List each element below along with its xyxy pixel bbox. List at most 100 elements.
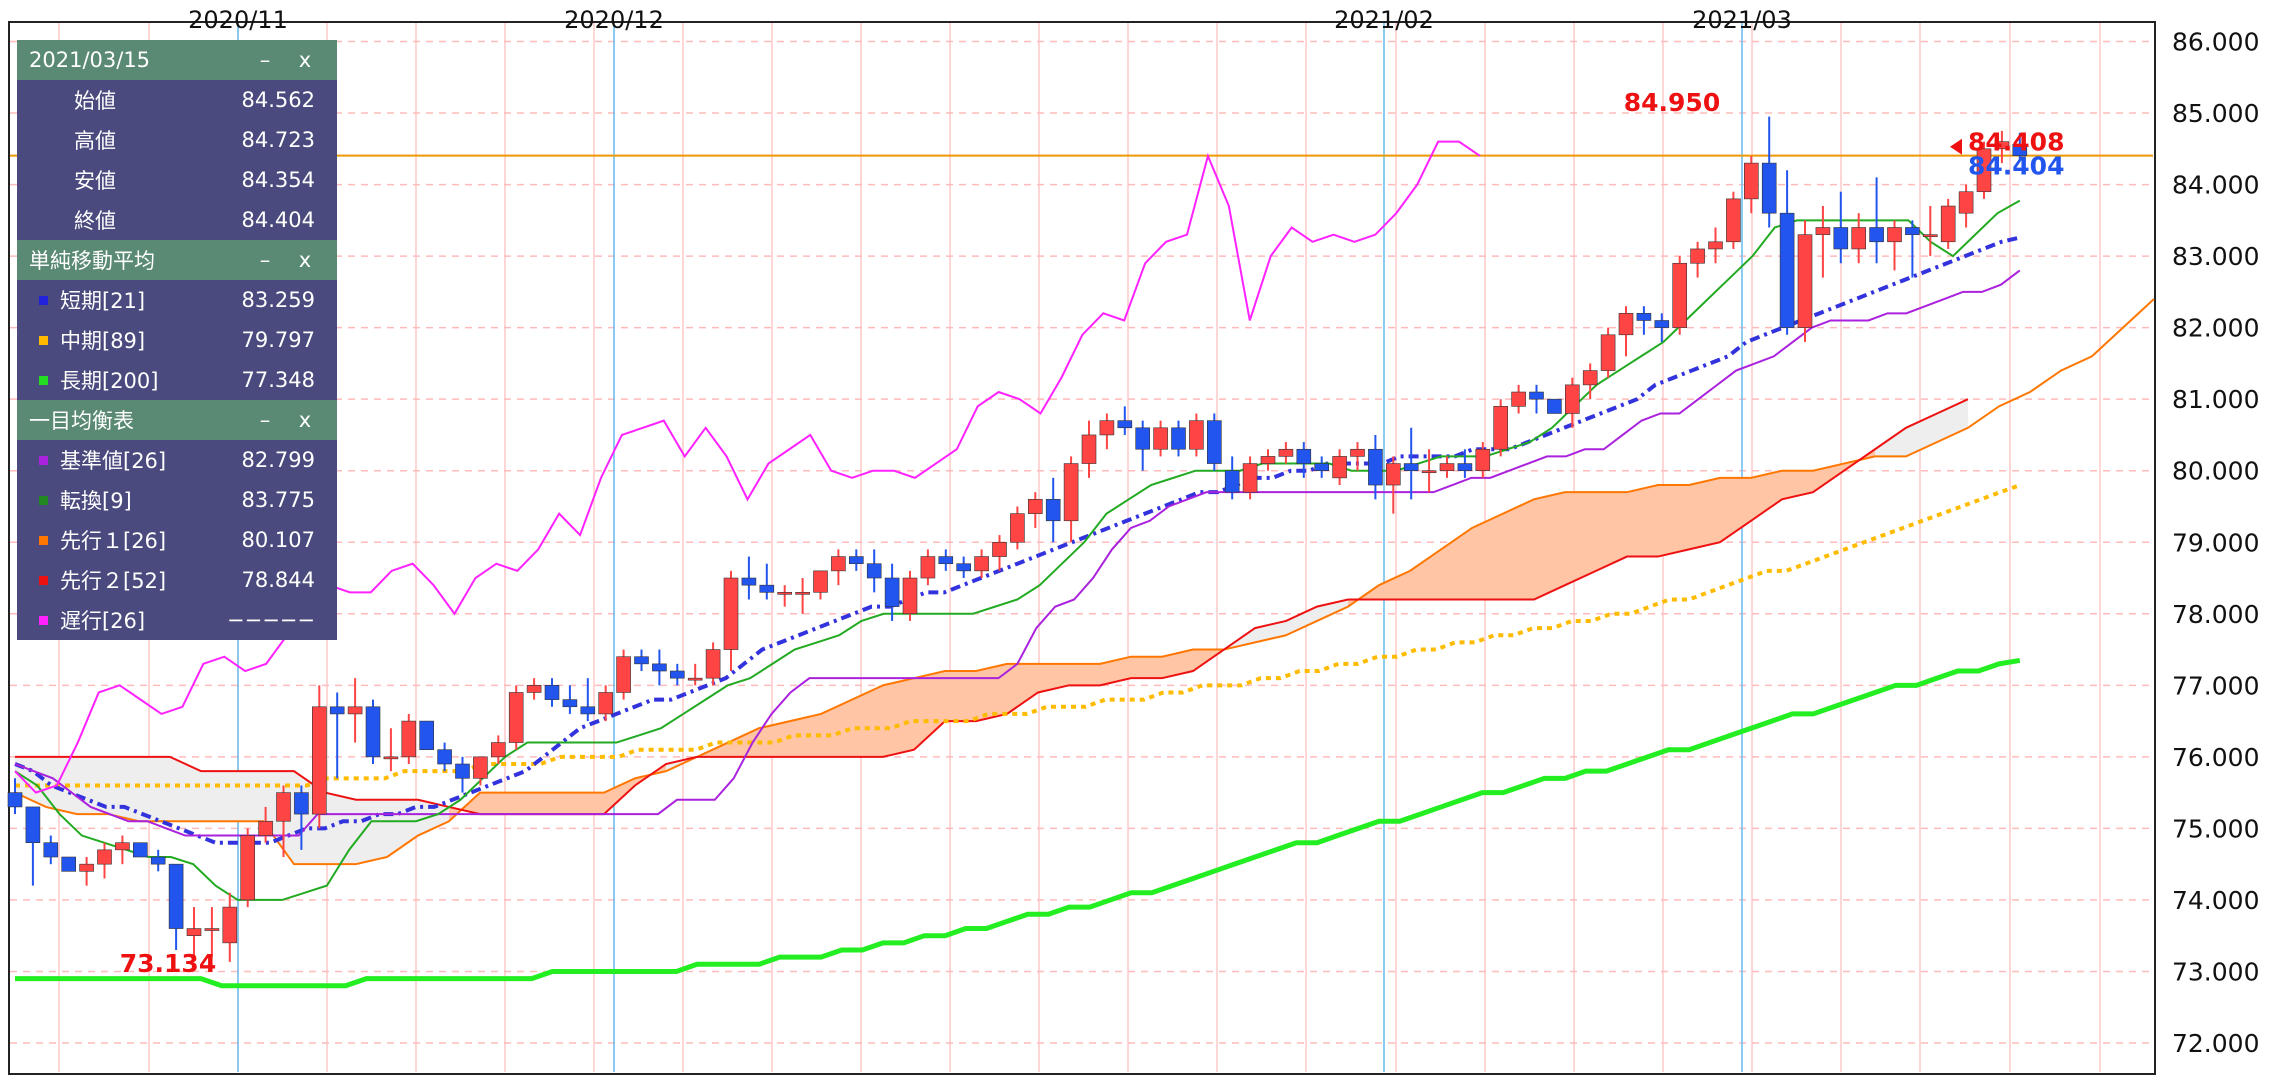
y-tick-label: 77.000	[2172, 671, 2259, 700]
cloud-segment	[1565, 492, 1596, 586]
ohlc-row: 始値 84.562	[17, 80, 337, 120]
candle-body	[115, 842, 130, 851]
candle-body	[1475, 448, 1491, 472]
y-tick-label: 74.000	[2172, 886, 2259, 915]
legend-swatch	[39, 495, 48, 505]
candle-body	[311, 706, 327, 815]
candle-body	[1332, 456, 1347, 479]
x-tick-label: 2021/02	[1334, 6, 1434, 34]
ichimoku-value: −−−−−	[227, 608, 315, 632]
legend-swatch	[39, 535, 48, 545]
candle-body	[1493, 406, 1508, 450]
ohlc-value: 84.723	[241, 128, 315, 152]
candle-body	[1690, 248, 1705, 264]
close-button[interactable]: x	[298, 48, 312, 72]
y-tick-label: 78.000	[2172, 600, 2259, 629]
candle-body	[974, 556, 989, 572]
cloud-segment	[139, 756, 170, 822]
candle-body	[526, 685, 542, 693]
candle-body	[1153, 427, 1168, 450]
candle-body	[759, 584, 775, 593]
cloud-segment	[883, 678, 914, 757]
candle-body	[258, 820, 273, 836]
candle-body	[1905, 227, 1920, 235]
ichimoku-row: 基準値[26] 82.799	[17, 440, 337, 480]
candle-body	[168, 863, 184, 929]
axis-labels: 72.000 73.000 74.000 75.000 76.000 77.000 78.0…	[188, 6, 2259, 1058]
candle-body	[1636, 313, 1652, 321]
ohlc-row: 安値 84.354	[17, 160, 337, 200]
cloud-segment	[945, 671, 976, 722]
sma-row: 短期[21] 83.259	[17, 280, 337, 320]
candle-body	[652, 663, 667, 672]
candle-body	[1421, 470, 1437, 474]
candle-body	[1582, 370, 1598, 386]
candle-body	[1403, 463, 1419, 472]
info-panel: 2021/03/15 – x 始値 84.562 高値 84.723 安値 84.35…	[17, 40, 337, 640]
x-tick-label: 2020/12	[564, 6, 664, 34]
cloud-segment	[790, 713, 821, 757]
candle-body	[956, 563, 972, 572]
candle-body	[25, 806, 41, 843]
cloud-segment	[1441, 527, 1472, 600]
ichimoku-row: 遅行[26] −−−−−	[17, 600, 337, 640]
ichimoku-label: 先行２[52]	[60, 569, 167, 593]
ichimoku-header: 一目均衡表 – x	[17, 400, 337, 440]
ohlc-label: 高値	[74, 129, 116, 153]
candle-body	[580, 706, 596, 715]
close-button[interactable]: x	[298, 248, 312, 272]
candle-body	[1976, 148, 1992, 193]
ichimoku-label: 基準値[26]	[60, 449, 167, 473]
cloud-segment	[914, 671, 945, 750]
ohlc-value: 84.354	[241, 168, 315, 192]
sma-mid-line	[15, 483, 2021, 788]
candle-body	[294, 792, 309, 815]
cloud-segment	[1038, 663, 1069, 693]
minimize-button[interactable]: –	[259, 48, 271, 72]
candle-body	[1224, 470, 1240, 493]
candle-body	[347, 706, 363, 715]
candle-body	[1744, 162, 1759, 200]
candle-body	[1833, 227, 1849, 250]
minimize-button[interactable]: –	[259, 408, 271, 432]
candle-body	[1099, 420, 1115, 436]
ichimoku-value: 80.107	[241, 528, 315, 552]
legend-swatch	[39, 615, 48, 625]
ichimoku-label: 先行１[26]	[60, 529, 167, 553]
minimize-button[interactable]: –	[259, 248, 271, 272]
sma-long-line	[15, 657, 2021, 989]
candle-body	[544, 685, 560, 700]
sma-header: 単純移動平均 – x	[17, 240, 337, 280]
ichimoku-row: 先行２[52] 78.844	[17, 560, 337, 600]
candle-body	[365, 706, 381, 758]
sma-label: 中期[89]	[60, 329, 146, 353]
candle-body	[848, 556, 864, 565]
candle-body	[1994, 141, 2010, 150]
y-tick-label: 72.000	[2172, 1029, 2259, 1058]
cloud-segment	[1689, 477, 1720, 550]
candle-body	[1654, 320, 1670, 328]
cloud-segment	[1162, 649, 1193, 679]
close-button[interactable]: x	[298, 408, 312, 432]
cloud-segment	[1286, 606, 1317, 636]
candle-body	[741, 577, 757, 586]
candle-body	[204, 928, 220, 931]
candle-body	[1600, 334, 1616, 371]
cloud-segment	[1410, 549, 1441, 600]
cloud-segment	[1627, 485, 1658, 557]
last-high-label: 84.408	[1968, 127, 2064, 156]
candle-body	[562, 699, 578, 708]
ichimoku-row: 先行１[26] 80.107	[17, 520, 337, 560]
candle-body	[1547, 398, 1562, 414]
candle-body	[1958, 191, 1974, 214]
ohlc-row: 終値 84.404	[17, 200, 337, 240]
candle-body	[133, 842, 148, 858]
cloud-segment	[325, 792, 356, 865]
senkou1-line	[14, 298, 2155, 866]
y-tick-label: 81.000	[2172, 385, 2259, 414]
cloud-segment	[1875, 427, 1906, 457]
ohlc-label: 終値	[74, 209, 116, 233]
cloud-segment	[108, 756, 139, 822]
legend-swatch	[39, 295, 48, 305]
candle-body	[1565, 384, 1580, 414]
